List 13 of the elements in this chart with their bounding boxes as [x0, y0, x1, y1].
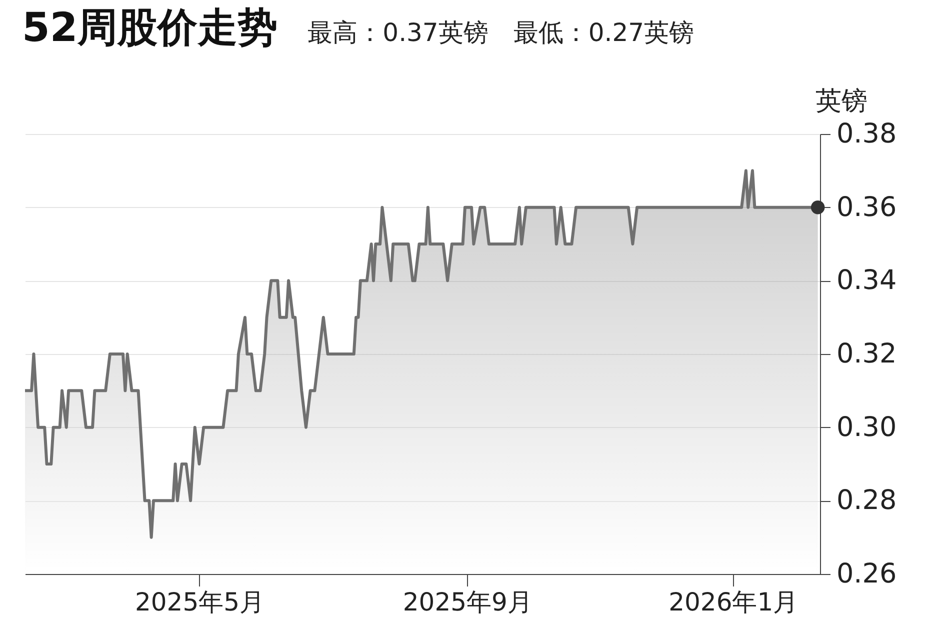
chart-title: 52周股价走势 [22, 4, 278, 53]
y-tick-label: 0.28 [836, 485, 897, 516]
x-tick-label: 2025年9月 [402, 588, 532, 616]
y-tick-label: 0.36 [836, 192, 897, 223]
x-tick-label: 2025年5月 [134, 588, 265, 616]
y-tick-label: 0.34 [836, 265, 897, 296]
y-tick-label: 0.30 [836, 412, 897, 443]
y-tick-label: 0.26 [836, 558, 897, 590]
x-tick-label: 2026年1月 [668, 588, 798, 616]
chart-subtitle: 最高：0.37英镑 最低：0.27英镑 [308, 17, 694, 49]
y-tick-label: 0.38 [836, 118, 897, 150]
y-tick-label: 0.32 [836, 338, 897, 370]
y-axis-title: 英镑 [816, 86, 868, 116]
